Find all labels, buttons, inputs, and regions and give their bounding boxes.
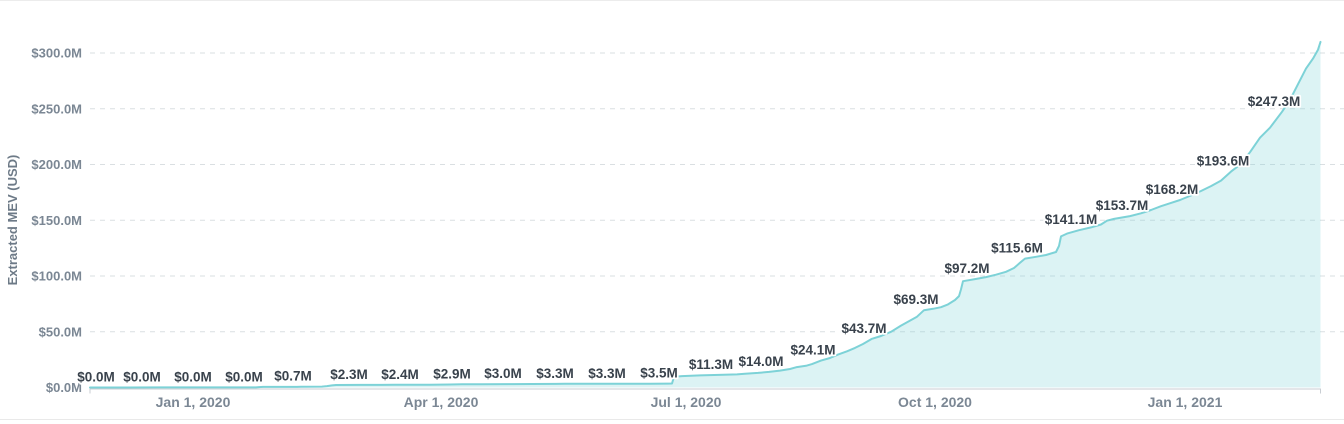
data-label: $2.3M [330, 367, 368, 382]
data-label: $2.4M [381, 367, 419, 382]
data-label: $14.0M [738, 354, 783, 369]
data-label: $0.0M [225, 370, 263, 385]
data-label: $0.0M [123, 370, 161, 385]
series-line [89, 40, 1322, 389]
y-tick-label: $200.0M [31, 157, 82, 172]
data-label: $24.1M [790, 343, 835, 358]
data-label: $69.3M [893, 292, 938, 307]
x-tick-label: Oct 1, 2020 [898, 394, 972, 410]
data-label: $2.9M [433, 366, 471, 381]
data-label: $3.3M [536, 366, 574, 381]
data-label: $168.2M [1146, 182, 1199, 197]
data-label: $0.7M [274, 369, 312, 384]
area-fill [90, 41, 1321, 388]
data-label: $247.3M [1248, 94, 1301, 109]
y-tick-label: $0.0M [46, 380, 82, 395]
x-tick-label: Jul 1, 2020 [651, 394, 722, 410]
bottom-divider [0, 419, 1344, 420]
x-axis-line [89, 388, 1321, 394]
data-label: $3.0M [484, 366, 522, 381]
y-tick-label: $250.0M [31, 101, 82, 116]
data-label: $0.0M [174, 370, 212, 385]
x-tick-label: Apr 1, 2020 [404, 394, 479, 410]
data-label: $141.1M [1045, 212, 1098, 227]
y-tick-label: $50.0M [39, 324, 82, 339]
x-tick-label: Jan 1, 2020 [156, 394, 231, 410]
y-tick-label: $150.0M [31, 213, 82, 228]
x-tick-label: Jan 1, 2021 [1148, 394, 1223, 410]
y-axis-title: Extracted MEV (USD) [5, 155, 20, 286]
y-tick-label: $300.0M [31, 46, 82, 61]
data-label: $193.6M [1197, 154, 1250, 169]
data-label: $0.0M [77, 370, 115, 385]
data-label: $43.7M [841, 321, 886, 336]
data-label: $115.6M [991, 241, 1043, 256]
y-tick-label: $100.0M [31, 269, 82, 284]
data-label: $11.3M [689, 357, 733, 372]
data-label: $153.7M [1096, 198, 1149, 213]
top-divider [0, 0, 1344, 1]
data-label: $3.5M [640, 366, 678, 381]
data-label: $3.3M [588, 366, 626, 381]
data-label: $97.2M [944, 261, 989, 276]
